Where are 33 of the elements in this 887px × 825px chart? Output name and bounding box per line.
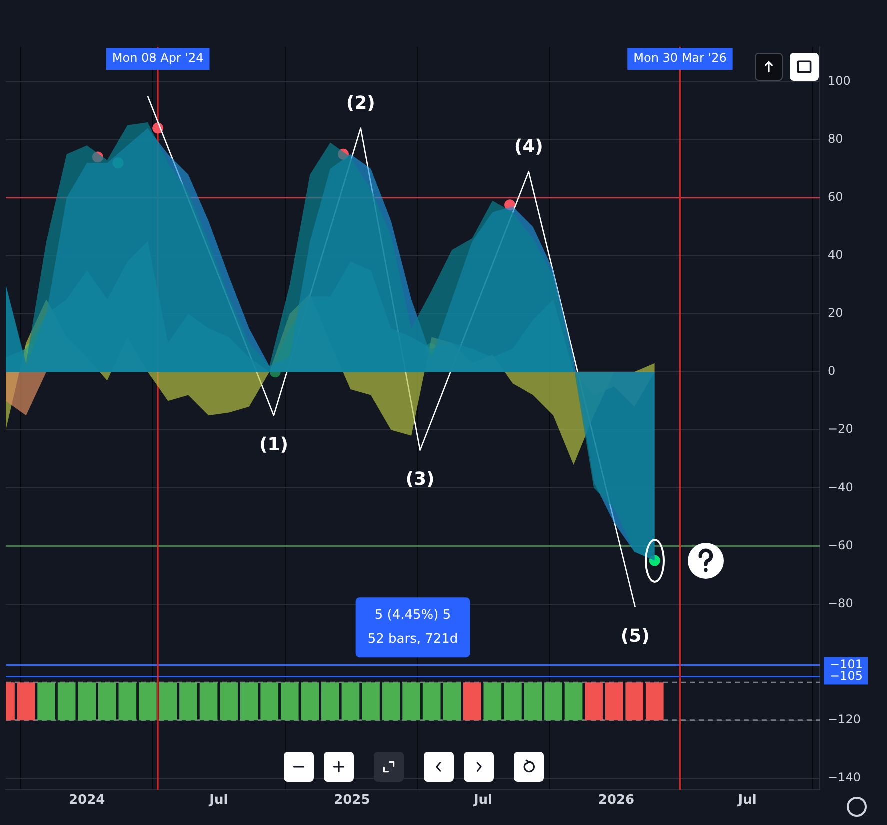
annotation: (4) xyxy=(514,136,544,158)
y-tick-label: −140 xyxy=(828,770,861,785)
x-tick-label: 2024 xyxy=(69,793,106,808)
y-tick-label: −40 xyxy=(828,480,854,494)
y-tick-label: 20 xyxy=(828,306,844,320)
x-tick-label: 2026 xyxy=(598,793,635,808)
annotation: (2) xyxy=(346,92,376,114)
y-tick-label: 0 xyxy=(828,364,836,378)
point xyxy=(92,152,104,163)
y-tick-label: −60 xyxy=(828,538,854,552)
x-tick-label: 2025 xyxy=(334,793,370,808)
y-tick-label: −120 xyxy=(828,712,861,726)
y-tick-label: 80 xyxy=(828,132,844,146)
point xyxy=(338,148,349,160)
annotation: (1) xyxy=(259,434,288,456)
y-tick-label: 100 xyxy=(828,74,851,88)
y-tick-label: 60 xyxy=(828,190,844,204)
x-tick-label: Jul xyxy=(737,793,757,808)
y-tick-label: −80 xyxy=(828,596,854,610)
annotation: 5 (4.45%) 5 xyxy=(374,608,452,623)
annotation: (5) xyxy=(620,626,650,647)
annotation: (3) xyxy=(406,469,435,490)
y-tick-label: 40 xyxy=(828,248,844,262)
x-tick-label: Jul xyxy=(208,793,228,808)
y-tick-label: −20 xyxy=(828,422,854,436)
ref-line-label: −101 xyxy=(830,657,863,672)
point xyxy=(112,158,124,169)
ref-line-label: Mon 08 Apr '24 xyxy=(112,51,204,66)
ref-line-label: −105 xyxy=(830,668,863,683)
x-tick-label: Jul xyxy=(472,793,493,808)
annotation: 52 bars, 721d xyxy=(368,632,458,647)
ref-line-label: Mon 30 Mar '26 xyxy=(634,51,727,66)
point xyxy=(504,200,516,211)
